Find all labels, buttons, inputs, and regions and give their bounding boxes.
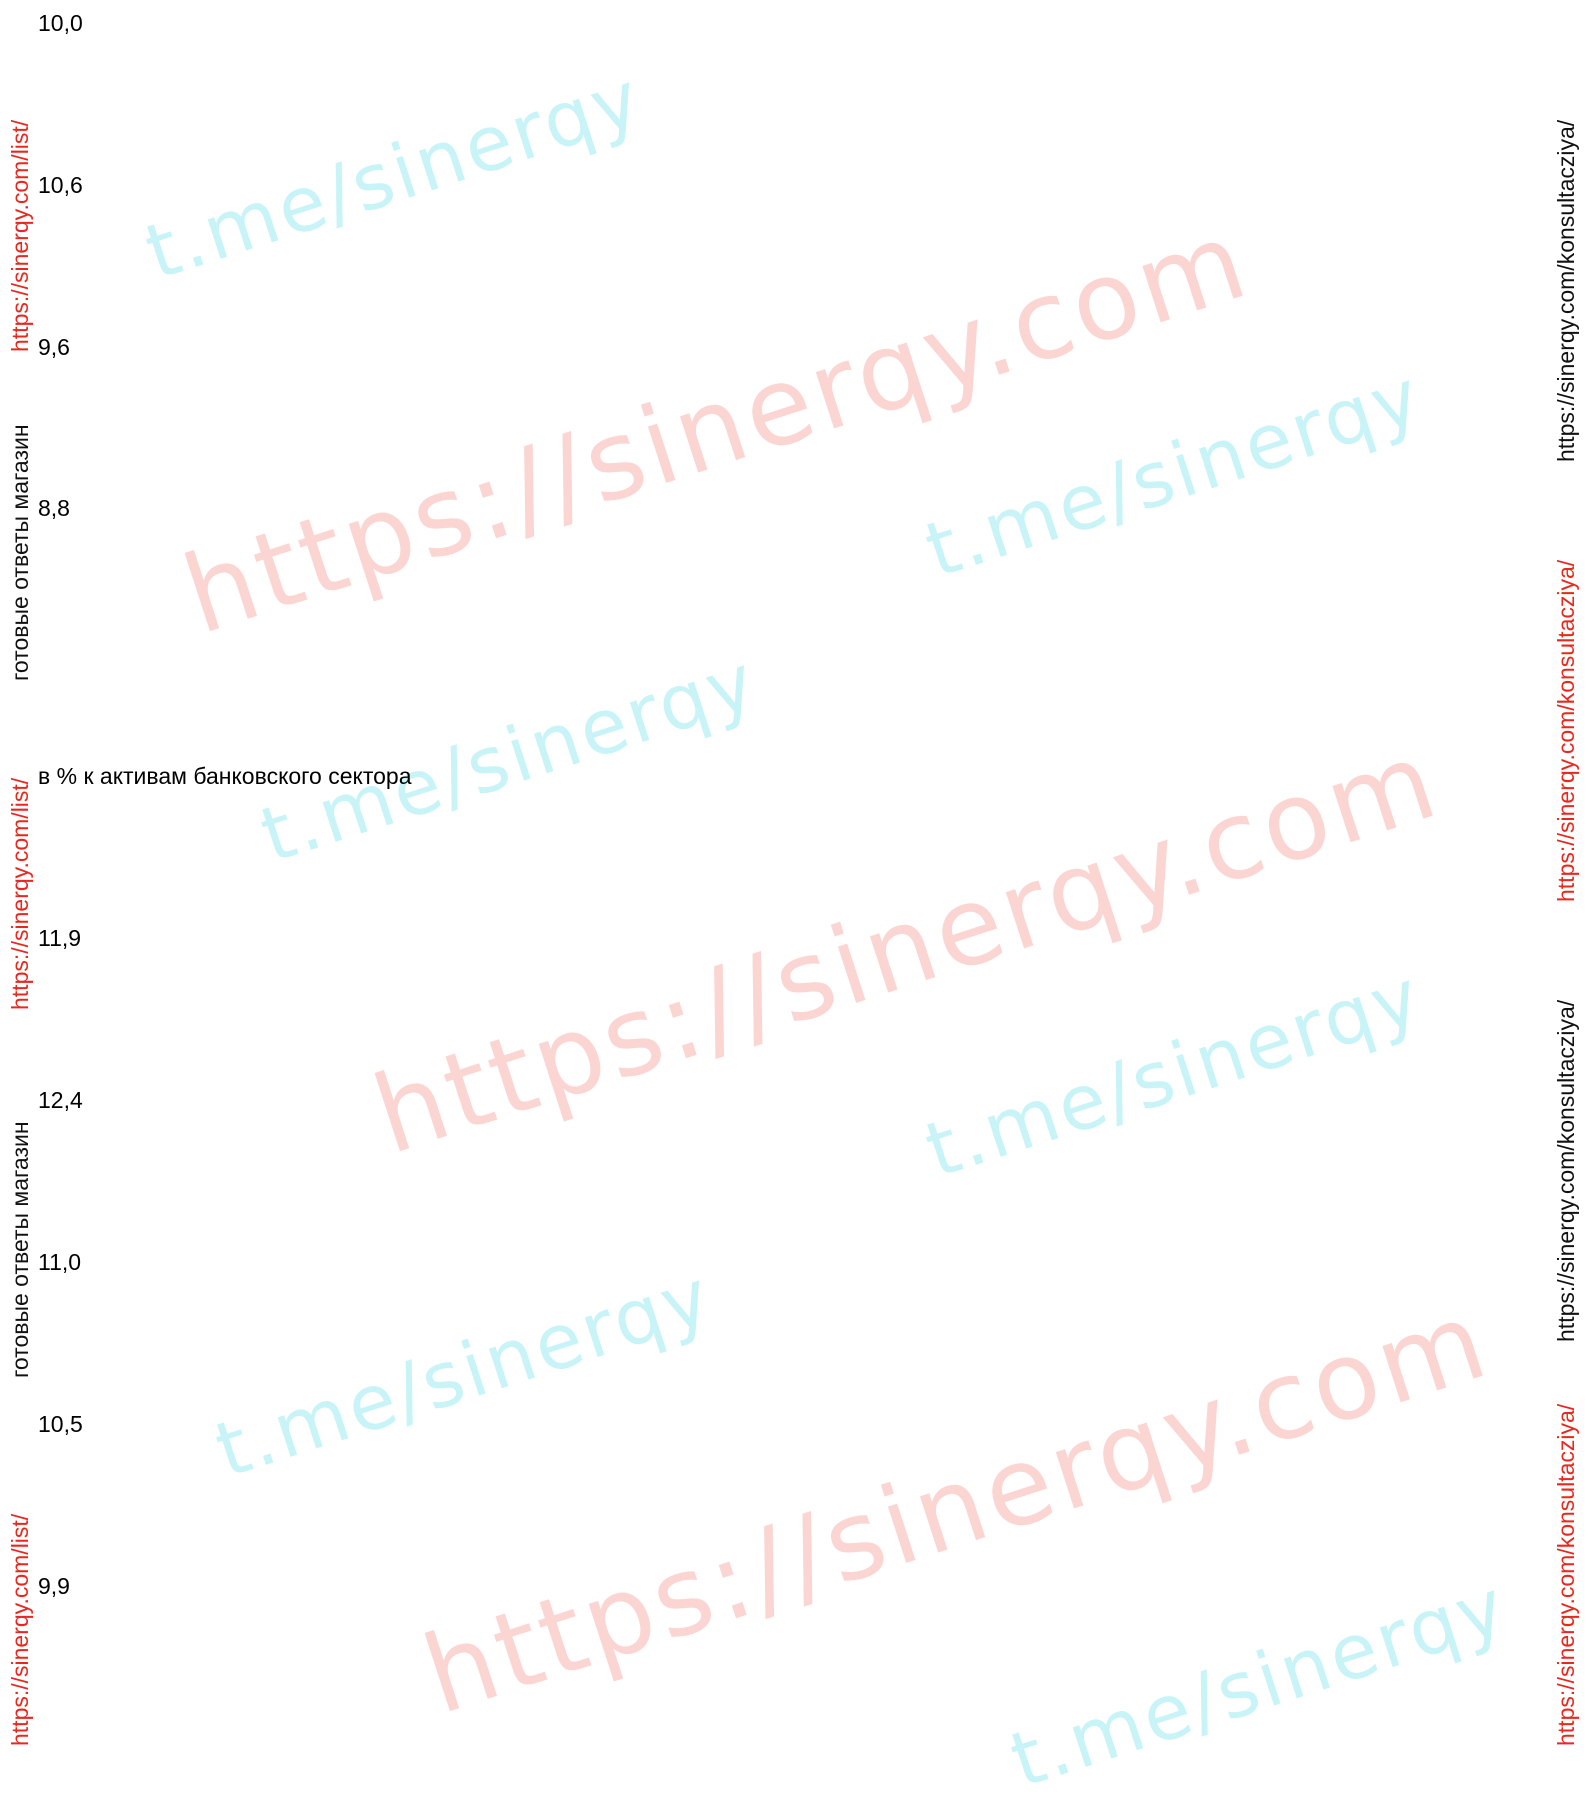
right-margin-link[interactable]: https://sinerqy.com/konsultacziya/ [1553,999,1579,1342]
watermark-telegram: t.me/sinerqy [250,635,768,880]
left-margin-link[interactable]: https://sinerqy.com/list/ [7,777,33,1010]
value-item: 9,6 [38,334,70,360]
watermark-telegram: t.me/sinerqy [915,350,1433,595]
watermark-site: https://sinerqy.com [410,1277,1504,1739]
left-margin-link[interactable]: https://sinerqy.com/list/ [7,1513,33,1746]
watermark-layer: t.me/sinerqy https://sinerqy.com t.me/si… [135,52,1517,1805]
value-item: 9,9 [38,1573,70,1599]
value-item: 11,9 [38,925,82,951]
value-item: 11,0 [38,1249,82,1275]
value-item: 12,4 [38,1087,83,1113]
left-margin-link[interactable]: https://sinerqy.com/list/ [7,119,33,352]
watermark-telegram: t.me/sinerqy [205,1250,723,1495]
watermark-site: https://sinerqy.com [170,197,1264,659]
value-item: 10,6 [38,172,83,198]
watermark-site: https://sinerqy.com [360,717,1454,1179]
right-margin-link[interactable]: https://sinerqy.com/konsultacziya/ [1553,1403,1579,1746]
value-item: 10,0 [38,10,83,36]
left-margin-label: готовые ответы магазин [7,424,33,681]
right-margin-link[interactable]: https://sinerqy.com/konsultacziya/ [1553,559,1579,902]
value-item: 10,5 [38,1411,83,1437]
section-caption: в % к активам банковского сектора [38,763,412,789]
right-margin-link[interactable]: https://sinerqy.com/konsultacziya/ [1553,119,1579,462]
left-margin-label: готовые ответы магазин [7,1121,33,1378]
value-item: 8,8 [38,495,70,521]
watermark-telegram: t.me/sinerqy [1000,1560,1518,1805]
watermark-telegram: t.me/sinerqy [915,950,1433,1195]
watermark-telegram: t.me/sinerqy [135,52,653,297]
